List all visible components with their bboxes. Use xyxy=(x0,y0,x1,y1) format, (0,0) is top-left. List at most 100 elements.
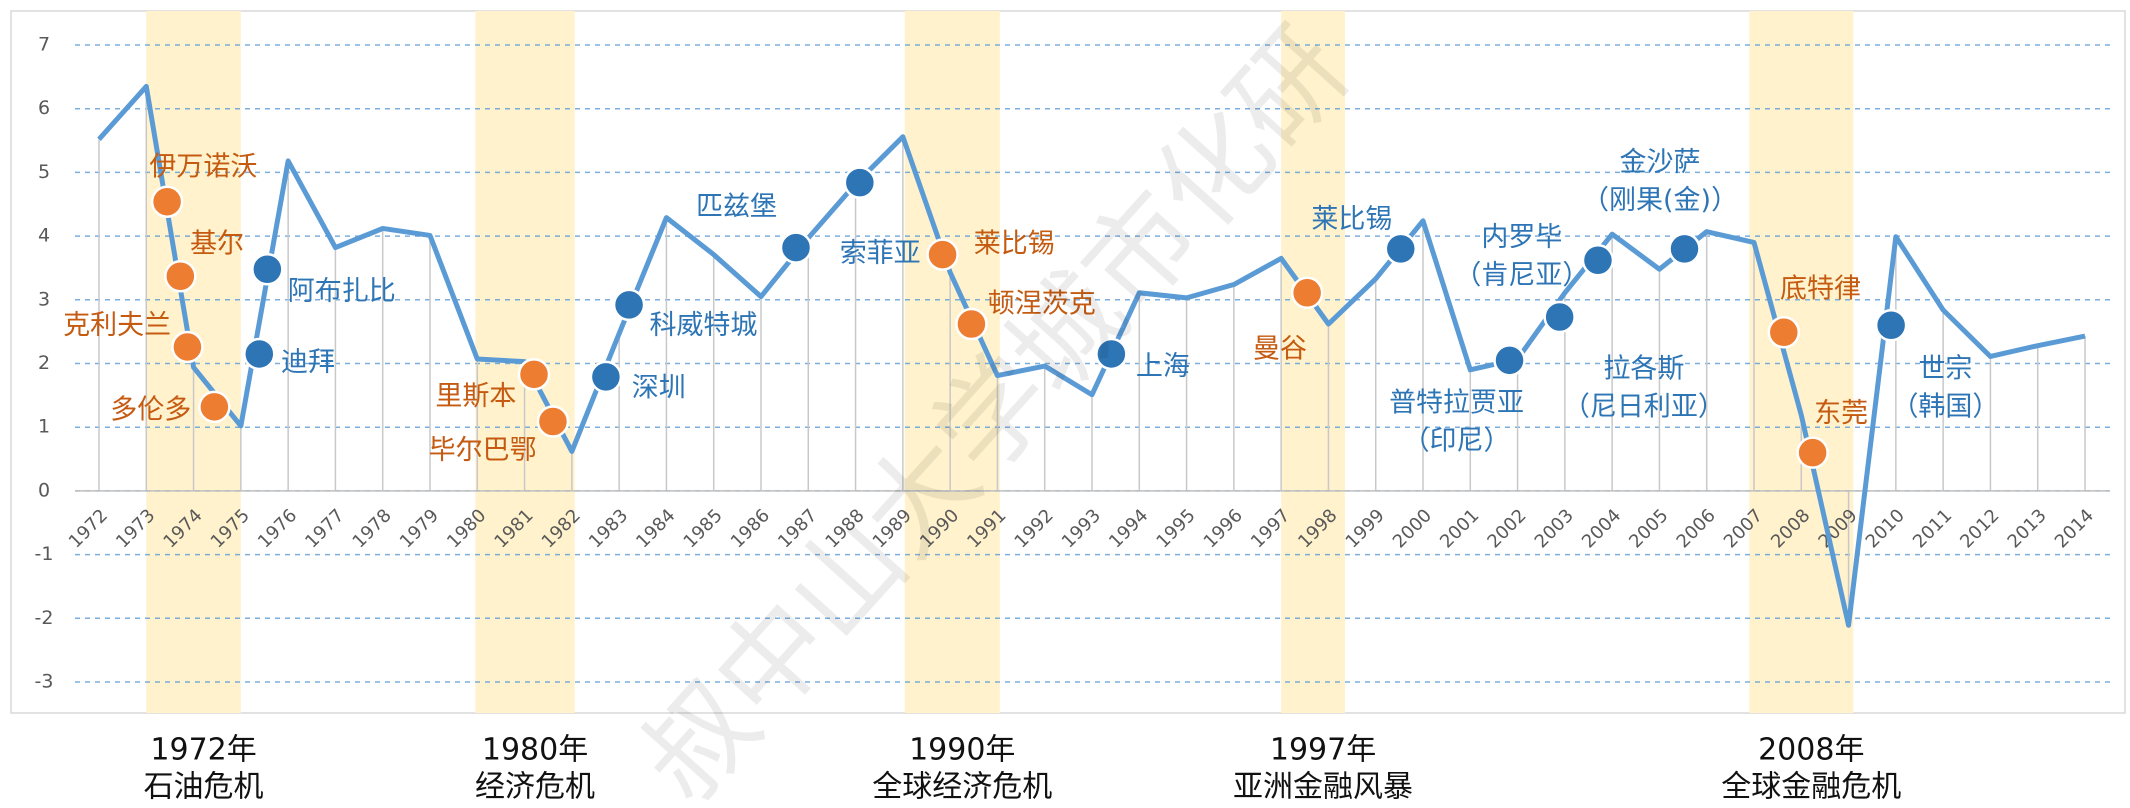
city-label: 东莞 xyxy=(1814,398,1868,429)
city-marker xyxy=(198,390,231,424)
y-tick-label: -1 xyxy=(35,543,54,565)
band-label: 石油危机 xyxy=(144,770,264,805)
x-tick-label: 2000 xyxy=(1389,505,1436,552)
band-label: 1980年 xyxy=(482,733,588,768)
city-marker xyxy=(843,166,877,199)
y-tick-label: -2 xyxy=(35,607,54,629)
city-marker xyxy=(171,330,204,364)
y-tick-label: 3 xyxy=(38,288,50,310)
band-label: 亚洲金融风暴 xyxy=(1233,770,1413,805)
city-label: （韩国） xyxy=(1891,392,1999,423)
y-tick-label: 5 xyxy=(38,161,50,183)
city-marker xyxy=(779,231,813,264)
city-label: 拉各斯 xyxy=(1603,353,1684,384)
band-label: 1997年 xyxy=(1270,733,1376,768)
city-marker xyxy=(1874,309,1908,342)
x-tick-label: 1992 xyxy=(1011,505,1058,552)
x-tick-label: 1977 xyxy=(301,505,348,552)
x-tick-label: 2013 xyxy=(2004,505,2051,552)
x-tick-label: 1983 xyxy=(585,505,632,552)
crisis-band xyxy=(904,11,1000,713)
x-tick-label: 2002 xyxy=(1483,505,1530,552)
city-marker xyxy=(1543,300,1576,334)
city-label: 科威特城 xyxy=(649,310,757,341)
city-label: 顿涅茨克 xyxy=(988,288,1096,319)
city-label: 克利夫兰 xyxy=(63,310,171,341)
x-tick-label: 1972 xyxy=(65,505,112,552)
x-tick-label: 1994 xyxy=(1105,505,1152,552)
city-label: 匹兹堡 xyxy=(696,192,777,223)
y-tick-label: 0 xyxy=(38,479,50,501)
city-label: （印尼） xyxy=(1403,425,1511,456)
x-tick-label: 2005 xyxy=(1625,505,1672,552)
city-marker xyxy=(1767,316,1801,349)
city-marker xyxy=(955,307,988,341)
x-tick-label: 1986 xyxy=(727,505,774,552)
x-tick-label: 2003 xyxy=(1531,505,1578,552)
city-label: 莱比锡 xyxy=(974,229,1055,260)
x-tick-label: 2014 xyxy=(2051,505,2098,552)
crisis-band xyxy=(1749,11,1854,713)
band-label: 经济危机 xyxy=(475,770,595,805)
city-marker xyxy=(612,288,646,322)
city-marker xyxy=(589,360,623,394)
city-label: 索菲亚 xyxy=(840,238,921,269)
y-tick-label: 2 xyxy=(38,352,50,374)
y-tick-label: 1 xyxy=(38,416,50,438)
city-label: 毕尔巴鄂 xyxy=(429,435,537,466)
city-label: 里斯本 xyxy=(435,381,516,412)
x-tick-label: 1999 xyxy=(1342,505,1389,552)
city-label: （刚果(金)） xyxy=(1582,185,1738,216)
city-label: 基尔 xyxy=(190,228,244,259)
city-marker xyxy=(251,252,284,286)
city-label: 莱比锡 xyxy=(1311,204,1392,235)
x-tick-label: 2006 xyxy=(1673,505,1720,552)
city-label: 金沙萨 xyxy=(1620,147,1701,178)
band-label: 1972年 xyxy=(150,733,256,768)
city-label: 深圳 xyxy=(632,373,686,404)
city-label: 上海 xyxy=(1136,351,1190,382)
x-tick-label: 2001 xyxy=(1436,505,1483,552)
city-label: 内罗毕 xyxy=(1481,222,1562,253)
city-label: 普特拉贾亚 xyxy=(1389,387,1524,418)
band-label: 1990年 xyxy=(909,733,1015,768)
city-marker xyxy=(243,337,276,371)
band-label: 全球经济危机 xyxy=(872,770,1052,805)
x-tick-label: 1985 xyxy=(680,505,727,552)
y-tick-label: -3 xyxy=(35,671,54,693)
x-tick-label: 2010 xyxy=(1862,505,1909,552)
x-tick-label: 1996 xyxy=(1200,505,1247,552)
city-label: 曼谷 xyxy=(1253,333,1307,364)
y-tick-label: 7 xyxy=(38,34,50,56)
city-marker xyxy=(150,185,184,218)
city-marker xyxy=(1796,436,1829,469)
city-marker xyxy=(1581,244,1615,277)
x-tick-label: 1978 xyxy=(349,505,396,552)
x-tick-label: 2004 xyxy=(1578,505,1625,552)
city-label: 阿布扎比 xyxy=(288,276,396,307)
city-label: 世宗 xyxy=(1918,354,1972,385)
band-label: 全球金融危机 xyxy=(1721,770,1901,805)
city-label: 伊万诺沃 xyxy=(149,151,257,182)
city-label: 迪拜 xyxy=(281,347,335,378)
city-marker xyxy=(1290,276,1324,310)
city-marker xyxy=(1384,232,1418,266)
data-line xyxy=(97,83,2086,628)
x-tick-label: 1976 xyxy=(254,505,301,552)
city-marker xyxy=(164,259,197,293)
band-label: 2008年 xyxy=(1758,733,1864,768)
city-marker xyxy=(926,238,959,271)
plot-frame xyxy=(10,10,2126,714)
city-marker xyxy=(1493,344,1526,377)
x-tick-label: 1984 xyxy=(632,505,679,552)
y-tick-label: 4 xyxy=(38,225,50,247)
city-label: 底特律 xyxy=(1780,274,1861,305)
x-tick-label: 2011 xyxy=(1909,505,1956,552)
city-marker xyxy=(1095,337,1128,371)
crisis-band xyxy=(1281,11,1345,713)
city-label: （肯尼亚） xyxy=(1454,260,1589,291)
city-marker xyxy=(517,358,551,391)
x-tick-label: 1995 xyxy=(1152,505,1199,552)
x-tick-label: 2012 xyxy=(1956,505,2003,552)
